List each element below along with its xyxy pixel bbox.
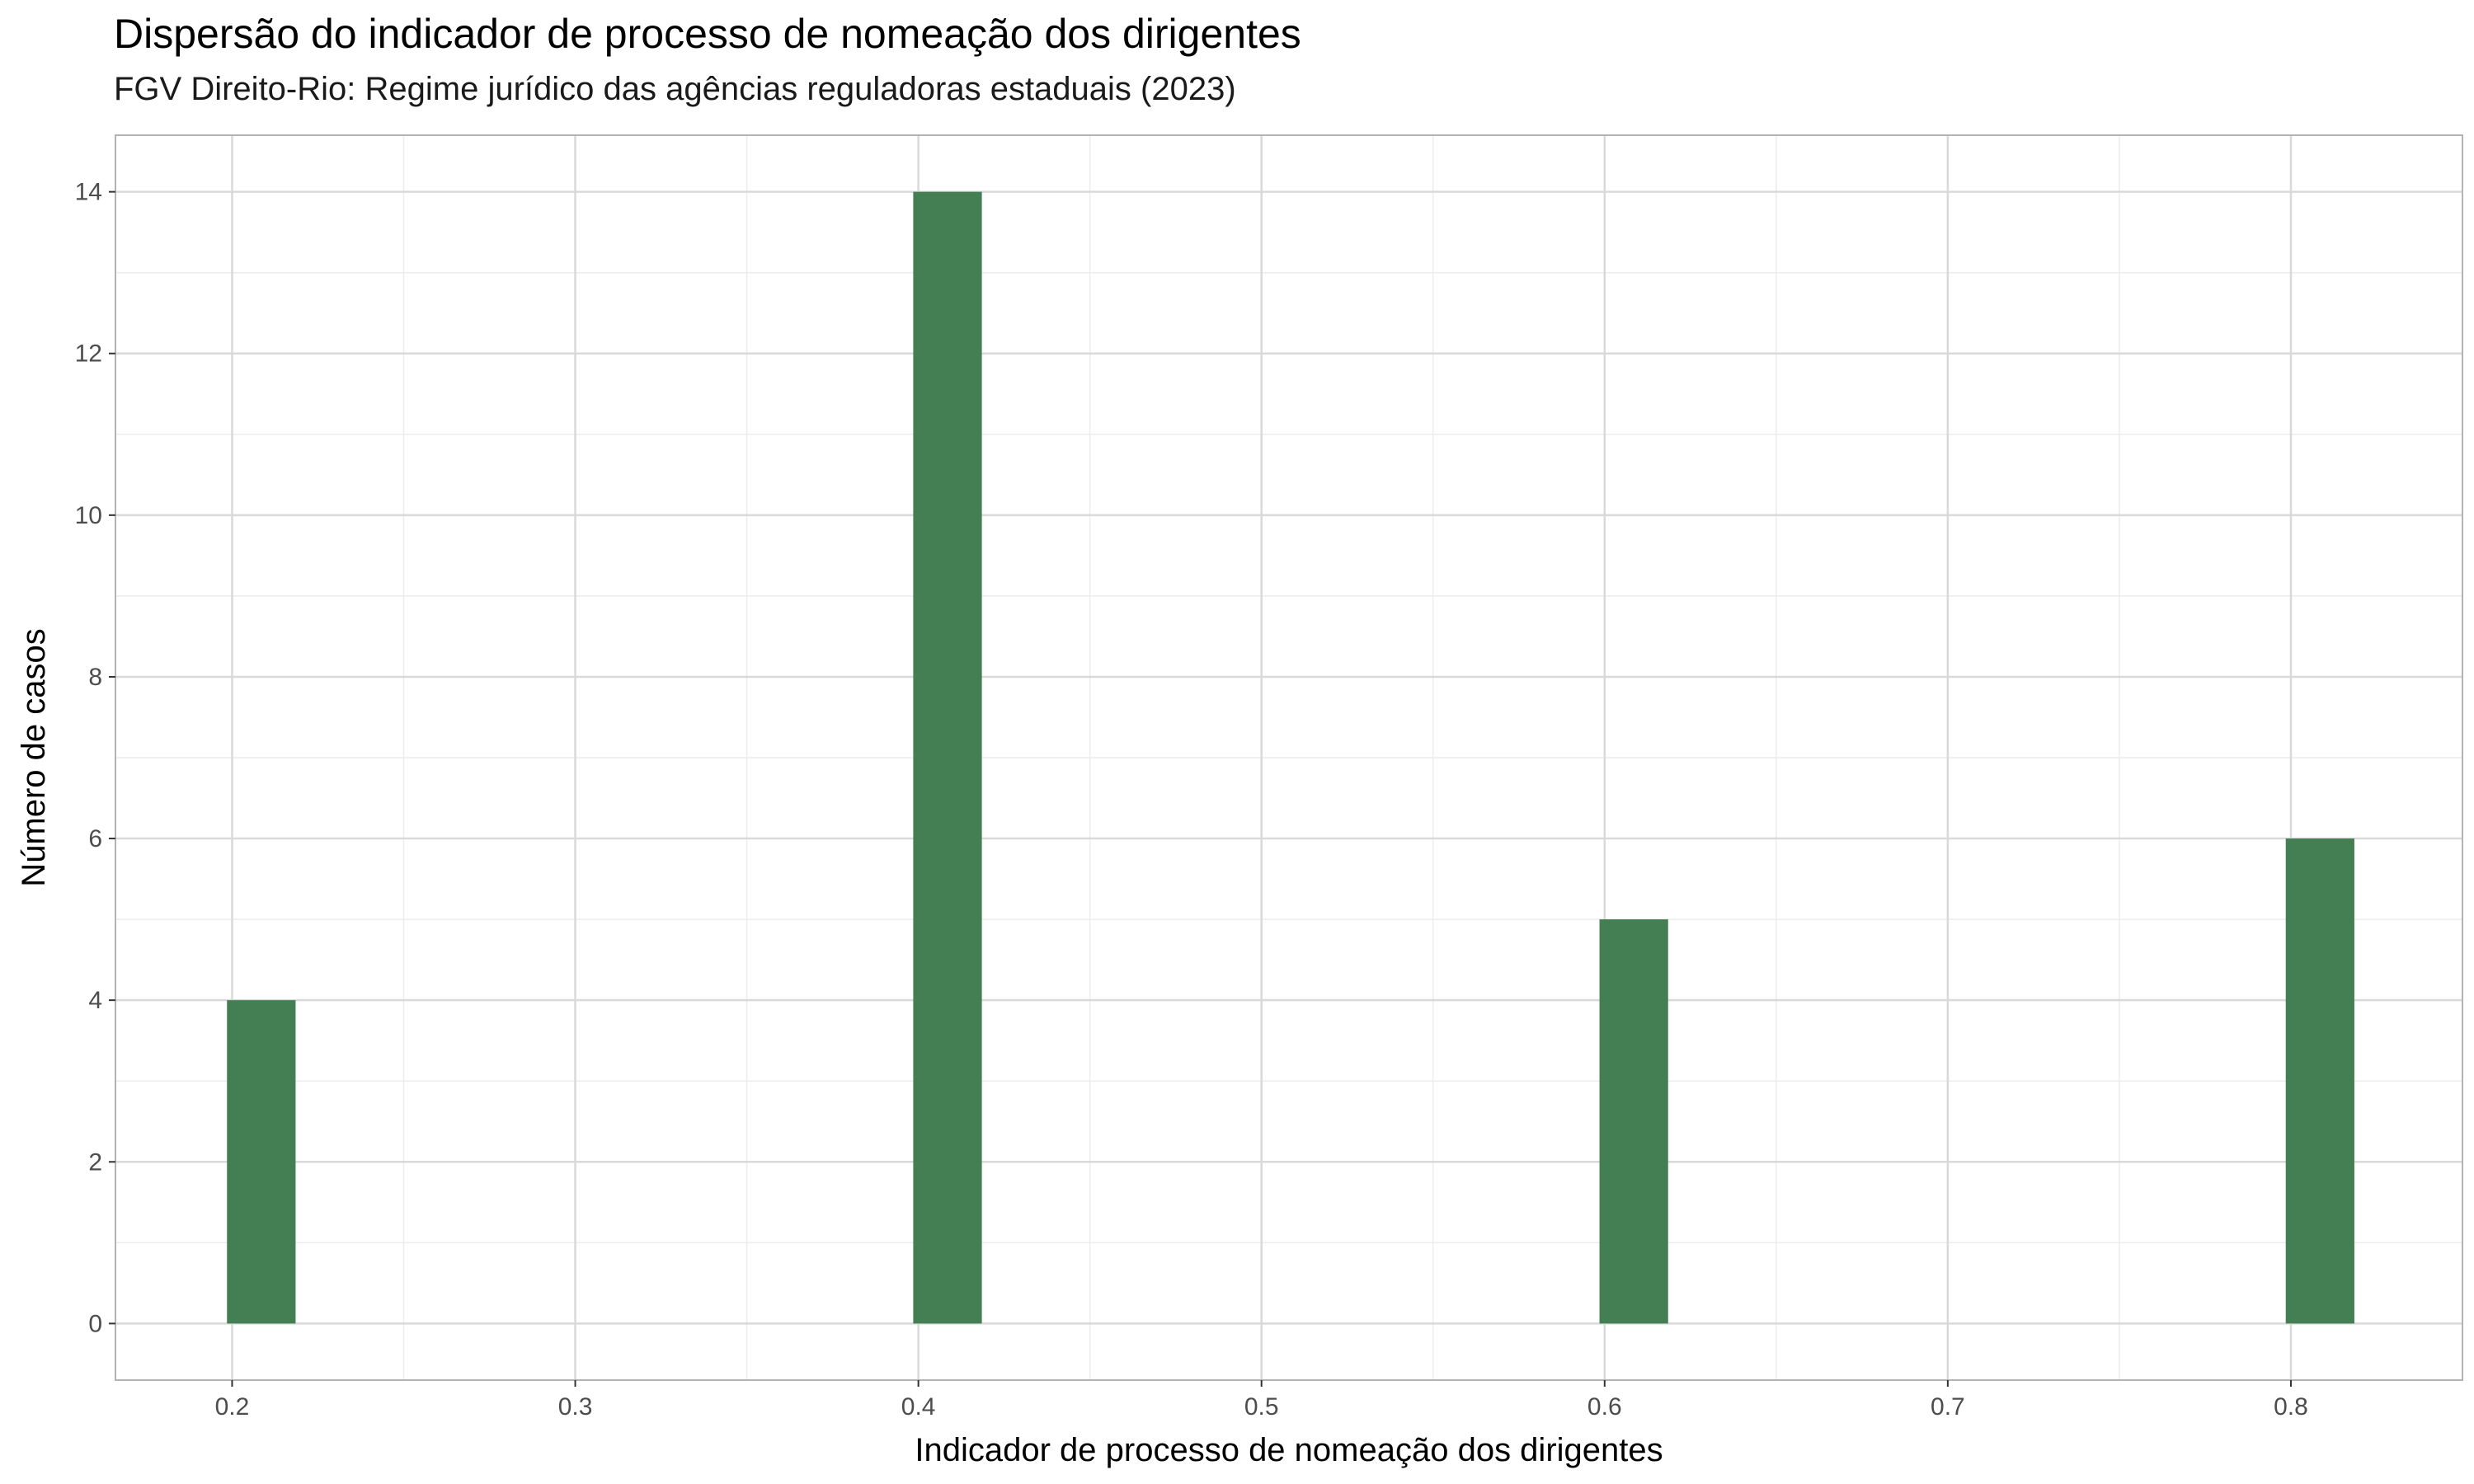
x-tick-label: 0.2 xyxy=(215,1393,250,1421)
y-axis-title: Número de casos xyxy=(16,628,52,886)
y-tick-label: 14 xyxy=(75,179,102,206)
y-axis-ticks: 0 2 4 6 8 10 12 14 xyxy=(75,179,115,1337)
y-tick-label: 4 xyxy=(88,987,102,1014)
y-tick-label: 10 xyxy=(75,502,102,529)
y-tick-label: 8 xyxy=(88,664,102,691)
x-tick-label: 0.5 xyxy=(1244,1393,1279,1421)
grid xyxy=(115,135,2462,1380)
x-tick-label: 0.7 xyxy=(1931,1393,1965,1421)
x-axis-title: Indicador de processo de nomeação dos di… xyxy=(915,1432,1663,1468)
chart-title: Dispersão do indicador de processo de no… xyxy=(114,11,1301,57)
chart-subtitle: FGV Direito-Rio: Regime jurídico das agê… xyxy=(114,71,1236,107)
y-tick-label: 0 xyxy=(88,1310,102,1337)
x-tick-label: 0.3 xyxy=(558,1393,593,1421)
y-tick-label: 6 xyxy=(88,825,102,852)
y-tick-label: 2 xyxy=(88,1148,102,1176)
bars xyxy=(227,191,2354,1324)
x-tick-label: 0.6 xyxy=(1587,1393,1622,1421)
bar xyxy=(227,1000,296,1324)
bar xyxy=(913,191,982,1324)
x-tick-label: 0.4 xyxy=(901,1393,936,1421)
y-tick-label: 12 xyxy=(75,340,102,368)
bar xyxy=(1599,919,1668,1324)
panel-border xyxy=(115,134,2463,1381)
x-tick-label: 0.8 xyxy=(2274,1393,2308,1421)
x-axis-ticks: 0.2 0.3 0.4 0.5 0.6 0.7 0.8 xyxy=(215,1380,2308,1421)
bar xyxy=(2285,838,2354,1324)
